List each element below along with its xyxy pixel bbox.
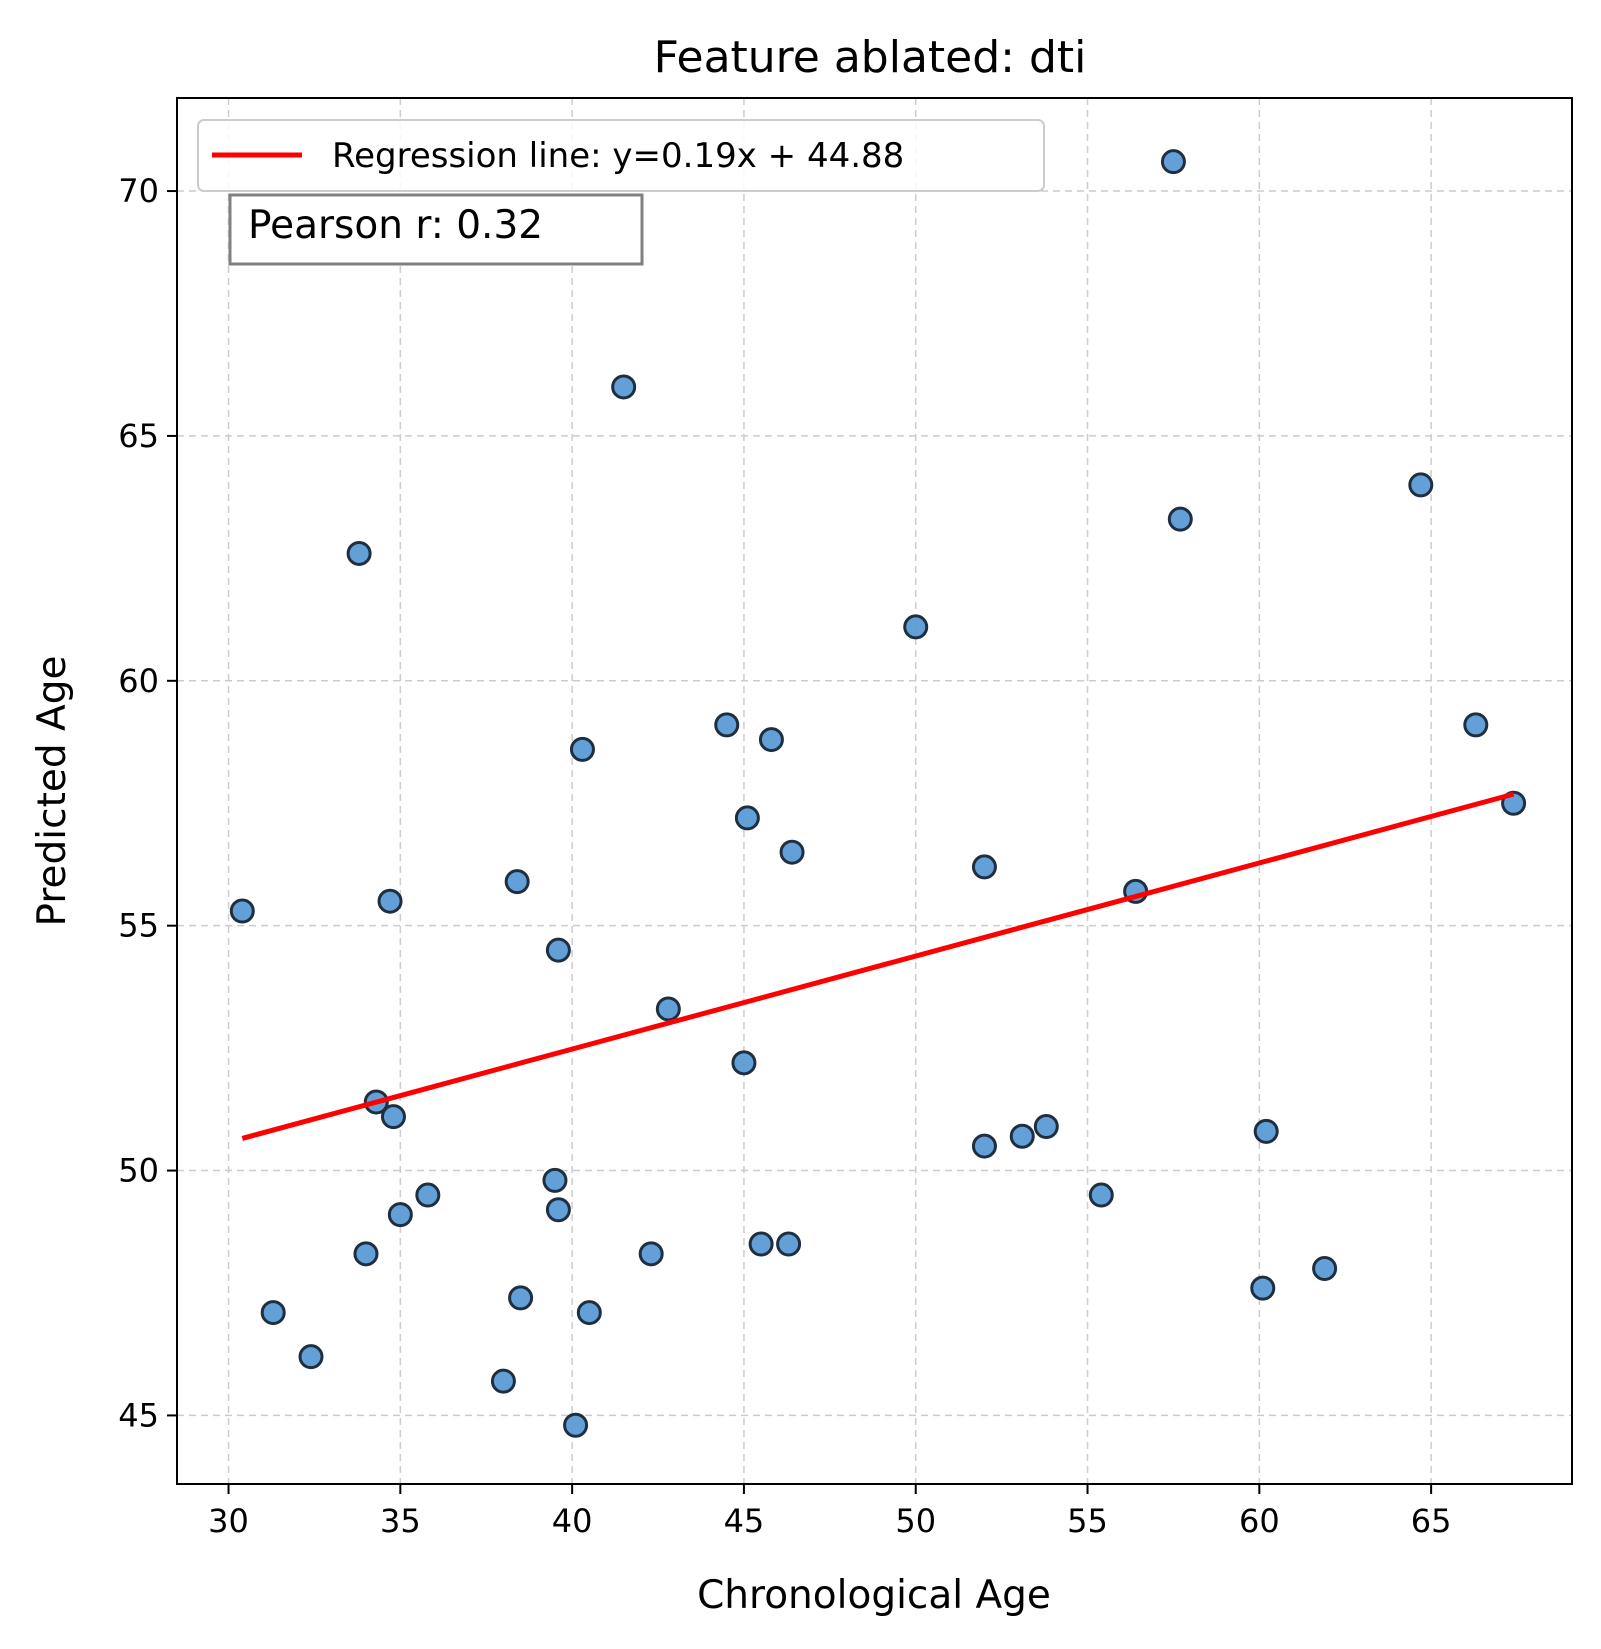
data-point bbox=[1250, 1275, 1276, 1301]
data-point bbox=[545, 1197, 571, 1223]
data-point bbox=[504, 869, 530, 895]
data-point bbox=[569, 736, 595, 762]
data-point bbox=[638, 1241, 664, 1267]
regression-layer bbox=[241, 791, 1515, 1141]
y-axis-label: Predicted Age bbox=[30, 656, 75, 927]
data-point bbox=[542, 1167, 568, 1193]
y-tick-label: 50 bbox=[118, 1152, 159, 1190]
x-tick-label: 65 bbox=[1411, 1502, 1452, 1540]
chart-title: Feature ablated: dti bbox=[654, 32, 1087, 83]
data-point bbox=[734, 805, 760, 831]
x-tick-label: 40 bbox=[552, 1502, 593, 1540]
data-point bbox=[545, 937, 571, 963]
x-tick-label: 50 bbox=[895, 1502, 936, 1540]
data-point bbox=[353, 1241, 379, 1267]
x-tick-label: 30 bbox=[208, 1502, 249, 1540]
data-point bbox=[1463, 712, 1489, 738]
data-point bbox=[1033, 1113, 1059, 1139]
x-tick-label: 35 bbox=[380, 1502, 421, 1540]
data-point bbox=[779, 839, 805, 865]
legend-box bbox=[197, 119, 1045, 192]
legend: Regression line: y=0.19x + 44.88 bbox=[197, 119, 1045, 192]
grid bbox=[177, 98, 1572, 1484]
data-point bbox=[1253, 1118, 1279, 1144]
plot-frame bbox=[176, 97, 1573, 1485]
data-point bbox=[415, 1182, 441, 1208]
data-point bbox=[563, 1412, 589, 1438]
data-point bbox=[776, 1231, 802, 1257]
data-point bbox=[611, 374, 637, 400]
data-point bbox=[655, 996, 681, 1022]
data-point bbox=[1312, 1256, 1338, 1282]
pearson-annotation: Pearson r: 0.32 bbox=[228, 193, 644, 266]
data-point bbox=[714, 712, 740, 738]
regression-line bbox=[241, 791, 1515, 1141]
data-point bbox=[758, 727, 784, 753]
data-point bbox=[508, 1285, 534, 1311]
y-tick-label: 45 bbox=[118, 1396, 159, 1434]
data-point bbox=[1009, 1123, 1035, 1149]
annotation-text: Pearson r: 0.32 bbox=[248, 203, 543, 248]
axis-ticks: 30 35 40 45 50 55 60 65 45 50 55 60 65 70 bbox=[118, 172, 1451, 1540]
data-point bbox=[229, 898, 255, 924]
y-tick-label: 65 bbox=[118, 417, 159, 455]
data-point bbox=[748, 1231, 774, 1257]
data-point bbox=[1088, 1182, 1114, 1208]
x-tick-label: 45 bbox=[724, 1502, 765, 1540]
y-tick-label: 55 bbox=[118, 907, 159, 945]
y-tick-label: 70 bbox=[118, 172, 159, 210]
data-point bbox=[380, 1104, 406, 1130]
data-point bbox=[298, 1344, 324, 1370]
x-tick-label: 60 bbox=[1239, 1502, 1280, 1540]
data-point bbox=[1160, 149, 1186, 175]
x-tick-label: 55 bbox=[1067, 1502, 1108, 1540]
data-point bbox=[490, 1368, 516, 1394]
x-axis-label: Chronological Age bbox=[697, 1573, 1051, 1618]
data-point bbox=[387, 1202, 413, 1228]
data-points bbox=[229, 149, 1527, 1438]
data-point bbox=[1408, 472, 1434, 498]
data-point bbox=[903, 614, 929, 640]
y-tick-label: 60 bbox=[118, 662, 159, 700]
data-point bbox=[731, 1050, 757, 1076]
data-point bbox=[346, 540, 372, 566]
legend-label: Regression line: y=0.19x + 44.88 bbox=[332, 136, 904, 176]
annotation-box bbox=[228, 193, 644, 266]
data-point bbox=[971, 854, 997, 880]
data-point bbox=[260, 1300, 286, 1326]
data-point bbox=[971, 1133, 997, 1159]
data-point bbox=[1167, 506, 1193, 532]
data-point bbox=[576, 1300, 602, 1326]
data-point bbox=[377, 888, 403, 914]
